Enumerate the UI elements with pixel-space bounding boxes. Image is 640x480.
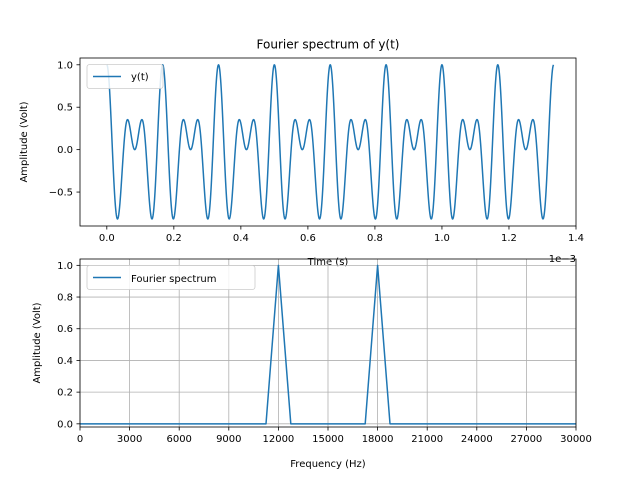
time-plot-x-label: Time (s): [307, 257, 349, 268]
spectrum-plot-y-tick-label: 0.4: [57, 356, 73, 367]
spectrum-plot-y-tick-label: 0.6: [57, 324, 73, 335]
spectrum-plot-y-tick-label: 0.2: [57, 388, 73, 399]
time-plot-x-offset-label: 1e−3: [549, 254, 576, 265]
spectrum-plot-legend-box: [86, 265, 256, 290]
time-plot-x-ticks: 0.0 0.2 0.4 0.6 0.8 1.0 1.2 1.4: [99, 226, 584, 244]
time-plot-series-line: [106, 64, 555, 220]
spectrum-plot-x-tick-label: 21000: [411, 434, 443, 445]
time-plot-legend-label: y(t): [131, 72, 149, 83]
spectrum-plot-series-line: [80, 264, 576, 425]
spectrum-plot-y-tick-label: 0.8: [57, 293, 73, 304]
spectrum-plot-legend-label: Fourier spectrum: [131, 274, 217, 285]
spectrum-plot-x-tick-label: 6000: [166, 434, 191, 445]
spectrum-plot-x-label: Frequency (Hz): [290, 459, 366, 470]
time-plot-legend-box: [86, 64, 164, 89]
spectrum-plot-y-ticks: 0.0 0.2 0.4 0.6 0.8 1.0: [57, 261, 80, 430]
time-plot-title: Fourier spectrum of y(t): [257, 38, 400, 52]
time-domain-plot: Fourier spectrum of y(t) 0.0 0.2 0.4 0.6 0.8…: [19, 38, 584, 269]
time-plot-x-tick-label: 1.0: [434, 233, 450, 244]
spectrum-plot-x-tick-label: 9000: [216, 434, 241, 445]
time-plot-x-tick-label: 0.4: [233, 233, 249, 244]
time-plot-y-tick-label: 0.0: [57, 145, 73, 156]
time-plot-x-tick-label: 0.6: [300, 233, 316, 244]
spectrum-plot-x-tick-label: 0: [77, 434, 83, 445]
spectrum-plot-x-tick-label: 18000: [362, 434, 394, 445]
spectrum-plot-x-tick-label: 27000: [510, 434, 542, 445]
time-plot-x-tick-label: 0.8: [367, 233, 383, 244]
spectrum-plot-x-ticks: 0 3000 6000 9000 12000 15000 18000 21000 24000 27…: [77, 427, 592, 445]
time-plot-series: [106, 64, 555, 220]
spectrum-plot-x-tick-label: 3000: [117, 434, 142, 445]
time-plot-y-tick-label: 1.0: [57, 60, 73, 71]
spectrum-plot-x-tick-label: 15000: [312, 434, 344, 445]
frequency-domain-plot: 0 3000 6000 9000 12000 15000 18000 21000 24000 27…: [32, 258, 592, 470]
time-plot-y-label: Amplitude (Volt): [19, 101, 30, 182]
time-plot-legend: y(t): [86, 64, 164, 89]
spectrum-plot-y-tick-label: 1.0: [57, 261, 73, 272]
time-plot-x-tick-label: 1.2: [501, 233, 517, 244]
spectrum-plot-legend: Fourier spectrum: [86, 265, 256, 290]
spectrum-plot-series: [80, 264, 576, 425]
time-plot-x-tick-label: 0.2: [166, 233, 182, 244]
time-plot-x-tick-label: 1.4: [568, 233, 584, 244]
spectrum-plot-y-label: Amplitude (Volt): [32, 302, 43, 383]
time-plot-y-tick-label: −0.5: [49, 188, 73, 199]
time-plot-x-tick-label: 0.0: [99, 233, 115, 244]
spectrum-plot-x-tick-label: 24000: [461, 434, 493, 445]
spectrum-plot-x-tick-label: 30000: [560, 434, 592, 445]
time-plot-frame: [79, 57, 577, 227]
time-plot-y-ticks: −0.5 0.0 0.5 1.0: [49, 60, 80, 199]
time-plot-y-tick-label: 0.5: [57, 103, 73, 114]
spectrum-plot-y-tick-label: 0.0: [57, 419, 73, 430]
spectrum-plot-x-tick-label: 12000: [262, 434, 294, 445]
